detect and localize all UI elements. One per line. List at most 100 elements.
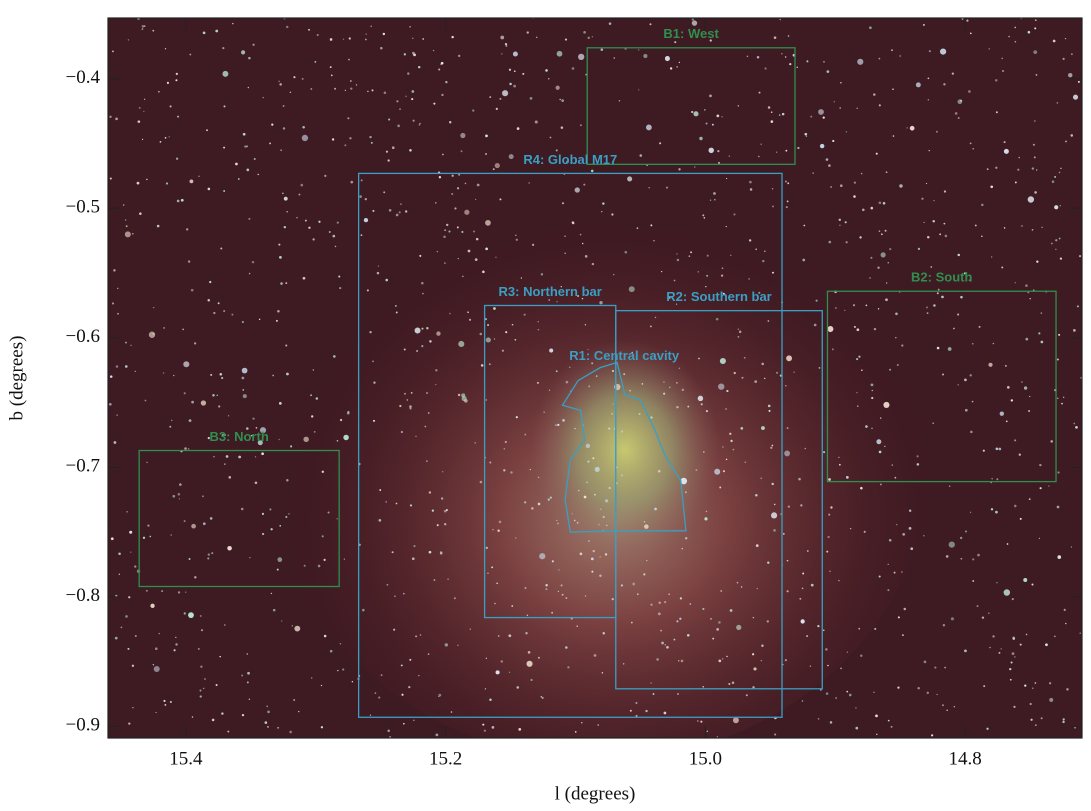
star: [520, 277, 523, 279]
star: [1057, 471, 1060, 474]
star: [218, 405, 221, 408]
star: [439, 551, 443, 554]
star: [756, 56, 760, 59]
star: [565, 380, 569, 384]
star: [225, 455, 229, 458]
star: [403, 592, 405, 595]
star: [761, 644, 764, 647]
star: [838, 463, 841, 466]
star: [531, 507, 534, 510]
star: [464, 182, 467, 185]
star: [605, 499, 609, 503]
star: [702, 451, 705, 453]
star: [598, 523, 600, 526]
star: [797, 146, 800, 150]
star: [944, 234, 948, 238]
star: [296, 216, 298, 219]
star: [860, 172, 863, 175]
star: [170, 534, 172, 536]
star: [380, 46, 383, 50]
star: [674, 41, 677, 44]
star: [883, 401, 890, 408]
star: [635, 701, 638, 705]
star: [606, 524, 608, 527]
star: [512, 51, 518, 57]
star: [654, 507, 657, 511]
star: [879, 483, 882, 486]
star: [775, 151, 778, 153]
star: [456, 187, 460, 190]
star: [159, 140, 162, 143]
star: [1058, 237, 1061, 240]
star: [804, 447, 807, 450]
star: [493, 307, 496, 310]
star: [569, 366, 571, 368]
star: [223, 309, 226, 313]
star: [527, 651, 531, 654]
star: [986, 168, 989, 171]
star: [892, 135, 895, 137]
star: [310, 394, 313, 397]
star: [179, 483, 182, 486]
star: [828, 513, 831, 516]
star: [922, 23, 925, 26]
star: [878, 230, 881, 232]
star: [403, 392, 406, 395]
y-tick-label: −0.9: [66, 715, 100, 736]
star: [258, 318, 261, 321]
star: [635, 714, 638, 717]
star: [336, 518, 338, 520]
star: [704, 109, 706, 111]
star: [1055, 248, 1057, 251]
star: [116, 414, 118, 416]
star: [219, 655, 221, 658]
star: [1033, 120, 1036, 122]
star: [729, 609, 733, 612]
star: [518, 728, 522, 731]
star: [561, 99, 565, 103]
star: [247, 86, 250, 89]
star: [436, 524, 439, 527]
star: [555, 149, 558, 152]
star: [873, 93, 876, 96]
star: [395, 305, 397, 307]
star: [1009, 667, 1012, 671]
star: [660, 270, 663, 273]
star: [110, 537, 114, 541]
star: [869, 26, 872, 30]
star: [164, 48, 167, 50]
star: [806, 60, 809, 62]
star: [177, 492, 181, 496]
star: [182, 328, 185, 331]
star: [675, 382, 678, 384]
star: [995, 447, 999, 451]
star: [145, 589, 148, 592]
star: [1001, 266, 1004, 269]
star: [482, 270, 485, 274]
star: [587, 348, 589, 351]
star: [809, 665, 812, 667]
region-label: R2: Southern bar: [666, 289, 771, 304]
star: [657, 470, 661, 473]
star: [158, 632, 160, 635]
star: [825, 648, 828, 651]
star: [565, 597, 568, 600]
star: [960, 557, 963, 560]
star: [321, 535, 324, 538]
star: [878, 201, 882, 205]
star: [983, 685, 986, 688]
star: [895, 336, 897, 339]
star: [139, 212, 142, 215]
star: [242, 389, 245, 391]
star: [1035, 74, 1038, 76]
region-polygon: [561, 361, 687, 533]
star: [488, 363, 491, 366]
star: [241, 367, 248, 374]
star: [760, 143, 762, 145]
star: [1012, 637, 1016, 640]
star: [957, 117, 960, 119]
star: [1025, 633, 1028, 636]
star: [237, 178, 240, 180]
star: [300, 183, 304, 187]
